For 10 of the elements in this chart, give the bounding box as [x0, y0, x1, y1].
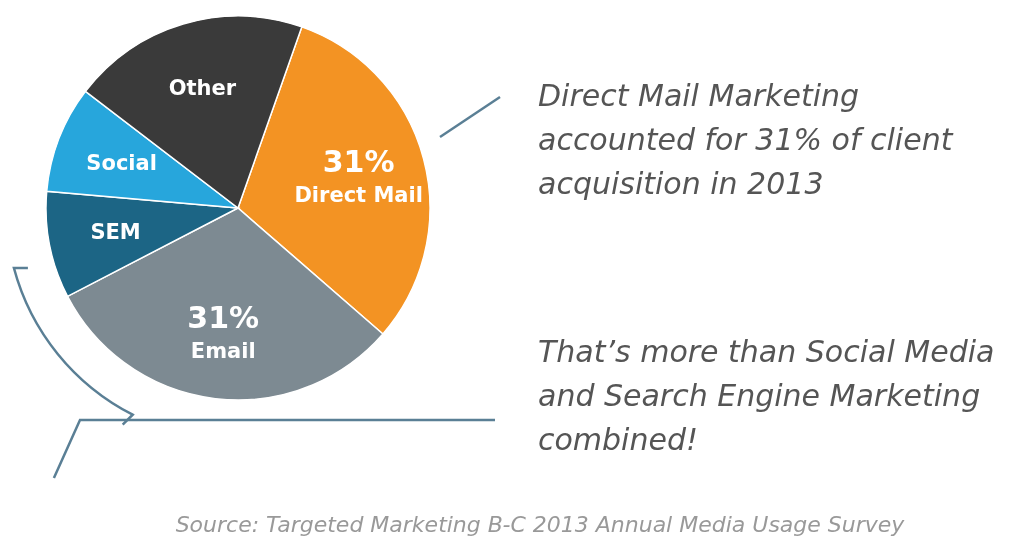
data-label: 31%: [187, 299, 260, 335]
slice-label: Direct Mail: [294, 183, 423, 208]
slice-label: Social: [86, 150, 157, 175]
slice-label: SEM: [90, 220, 141, 245]
text: Direct Mail Marketing accounted for 31% of client acquisition in 2013: [538, 78, 954, 201]
text: That’s more than Social Media and Search Engine Marketing combined!: [538, 334, 995, 457]
source-note: Source: Targeted Marketing B-C 2013 Annual Media Usage Survey: [175, 512, 906, 537]
slice-label: Email: [190, 338, 256, 363]
slice-label: Other: [168, 76, 237, 101]
data-label: 31%: [322, 144, 395, 180]
